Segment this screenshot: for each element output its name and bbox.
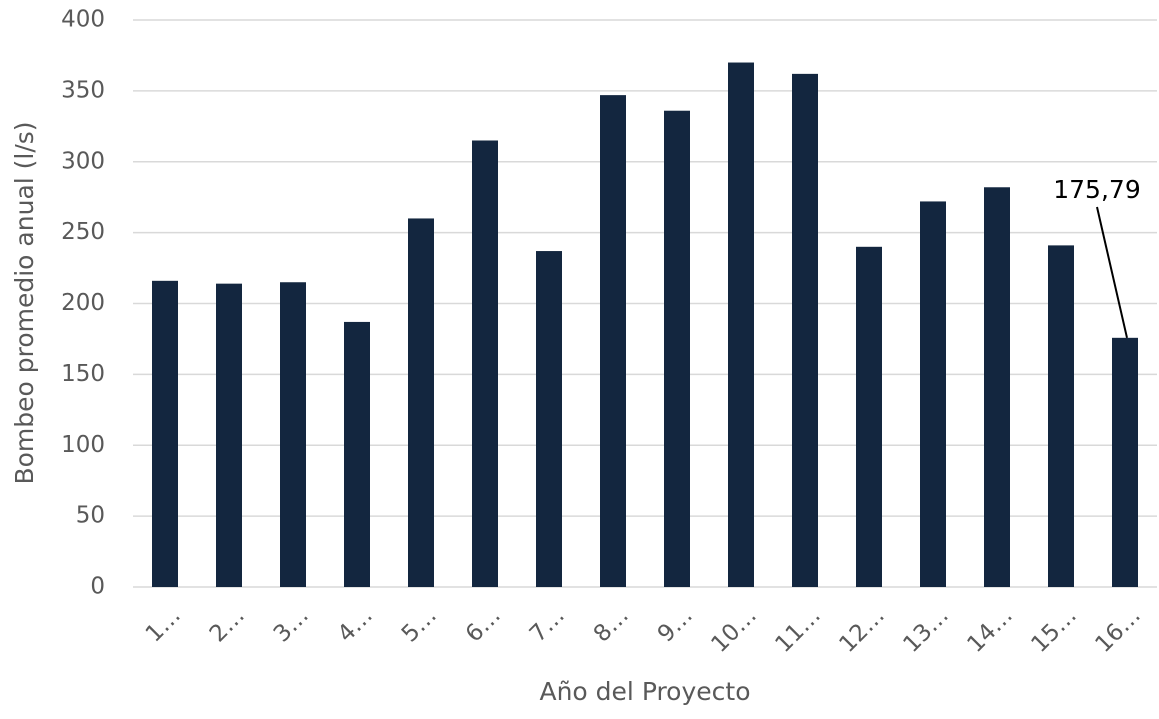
y-tick-label: 400 bbox=[61, 7, 105, 33]
callout-line bbox=[1096, 206, 1128, 339]
x-tick-label: 15… bbox=[1026, 602, 1081, 657]
bar bbox=[856, 246, 882, 588]
bar bbox=[728, 62, 754, 587]
bar bbox=[600, 95, 626, 587]
bar bbox=[408, 218, 434, 587]
x-tick-label: 10… bbox=[706, 602, 761, 657]
y-tick-label: 350 bbox=[61, 77, 105, 103]
bar bbox=[792, 73, 818, 588]
x-tick-label: 1… bbox=[141, 602, 186, 647]
y-tick-label: 0 bbox=[90, 574, 105, 600]
x-axis-title: Año del Proyecto bbox=[539, 677, 750, 706]
bar bbox=[216, 283, 242, 587]
x-tick-label: 2… bbox=[205, 602, 250, 647]
x-tick-label: 16… bbox=[1090, 602, 1145, 657]
bar bbox=[280, 282, 306, 587]
x-tick-label: 14… bbox=[962, 602, 1017, 657]
bar bbox=[920, 201, 946, 587]
bar bbox=[344, 321, 370, 587]
y-tick-label: 50 bbox=[76, 503, 105, 529]
x-tick-label: 13… bbox=[898, 602, 953, 657]
x-tick-label: 8… bbox=[589, 602, 634, 647]
x-tick-label: 4… bbox=[333, 602, 378, 647]
x-tick-label: 3… bbox=[269, 602, 314, 647]
y-tick-label: 200 bbox=[61, 290, 105, 316]
x-tick-label: 7… bbox=[525, 602, 570, 647]
x-tick-label: 5… bbox=[397, 602, 442, 647]
y-tick-label: 150 bbox=[61, 361, 105, 387]
data-label: 175,79 bbox=[1053, 175, 1140, 204]
x-tick-label: 11… bbox=[770, 602, 825, 657]
y-axis-title: Bombeo promedio anual (l/s) bbox=[10, 121, 39, 484]
bar bbox=[984, 187, 1010, 587]
x-tick-label: 9… bbox=[653, 602, 698, 647]
bar bbox=[152, 280, 178, 587]
bar bbox=[664, 110, 690, 587]
y-tick-label: 250 bbox=[61, 219, 105, 245]
x-tick-label: 12… bbox=[834, 602, 889, 657]
y-tick-label: 100 bbox=[61, 432, 105, 458]
y-tick-label: 300 bbox=[61, 148, 105, 174]
bar bbox=[1112, 337, 1138, 587]
bar bbox=[1048, 245, 1074, 587]
bar bbox=[472, 140, 498, 588]
bar bbox=[536, 251, 562, 588]
x-tick-label: 6… bbox=[461, 602, 506, 647]
